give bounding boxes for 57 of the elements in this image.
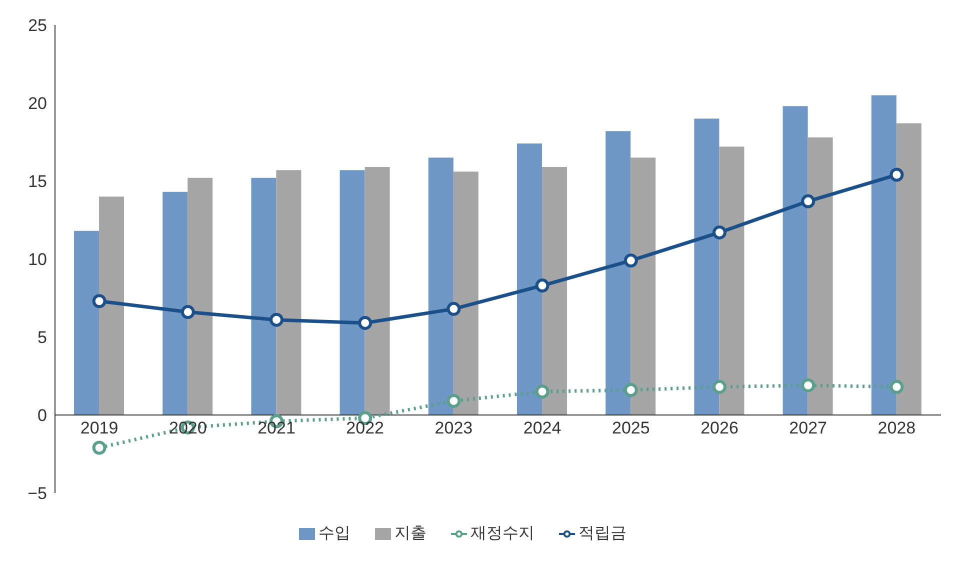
point bbox=[446, 394, 461, 408]
bar bbox=[719, 146, 744, 415]
point bbox=[180, 305, 195, 320]
point bbox=[535, 278, 550, 293]
point bbox=[801, 378, 816, 392]
bar bbox=[542, 166, 567, 415]
x-tick-label: 2019 bbox=[80, 418, 118, 438]
point bbox=[624, 383, 638, 398]
x-tick-label: 2026 bbox=[700, 418, 738, 438]
point bbox=[535, 384, 550, 399]
bar bbox=[99, 196, 124, 415]
point bbox=[624, 254, 638, 268]
x-tick-label: 2021 bbox=[258, 418, 296, 438]
bar bbox=[428, 158, 454, 415]
bar bbox=[871, 95, 896, 415]
x-tick-label: 2027 bbox=[789, 418, 828, 438]
bar bbox=[74, 230, 99, 415]
point bbox=[890, 380, 904, 394]
bar bbox=[340, 170, 365, 415]
bar bbox=[251, 178, 276, 415]
bar bbox=[453, 172, 478, 415]
bar bbox=[896, 123, 922, 415]
bar bbox=[630, 158, 656, 415]
point bbox=[92, 440, 106, 455]
point bbox=[801, 194, 816, 208]
x-tick-label: 2025 bbox=[612, 418, 650, 438]
legend-label: 지출 bbox=[394, 525, 426, 542]
y-tick-label: 5 bbox=[38, 328, 47, 348]
bar bbox=[276, 170, 302, 415]
point bbox=[890, 168, 904, 182]
legend-label: 적립금 bbox=[578, 525, 626, 542]
y-tick-label: 25 bbox=[28, 16, 47, 36]
y-tick-label: −5 bbox=[28, 484, 47, 504]
y-tick-label: 0 bbox=[38, 406, 47, 426]
point bbox=[712, 380, 726, 394]
y-tick-label: 20 bbox=[28, 94, 47, 114]
bar bbox=[694, 118, 720, 415]
point bbox=[712, 225, 726, 240]
bar bbox=[808, 137, 833, 415]
x-tick-label: 2023 bbox=[434, 418, 473, 438]
bar bbox=[162, 192, 188, 415]
bar bbox=[606, 131, 631, 415]
bar bbox=[517, 144, 542, 415]
bar bbox=[188, 178, 213, 415]
point bbox=[270, 312, 284, 327]
point bbox=[358, 316, 372, 330]
point bbox=[446, 302, 461, 316]
x-tick-label: 2022 bbox=[346, 418, 384, 438]
bar bbox=[782, 106, 808, 415]
legend-label: 수입 bbox=[318, 525, 350, 542]
legend-label: 재정수지 bbox=[470, 525, 534, 542]
x-tick-label: 2024 bbox=[523, 418, 562, 438]
point bbox=[92, 294, 106, 308]
x-tick-label: 2028 bbox=[878, 418, 916, 438]
y-tick-label: 10 bbox=[28, 250, 47, 270]
bar bbox=[364, 166, 390, 415]
y-tick-label: 15 bbox=[28, 172, 47, 192]
